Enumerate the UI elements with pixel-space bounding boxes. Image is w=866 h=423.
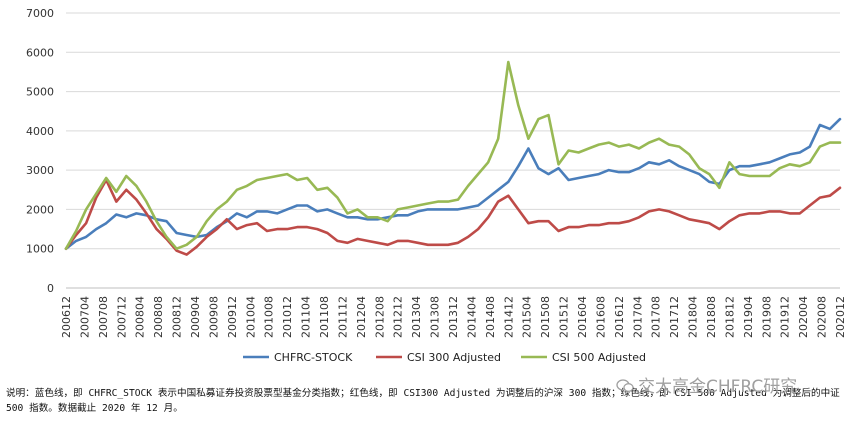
x-tick-label: 201908 [760, 296, 773, 338]
watermark-text: 交大高金CHFRC研究 [638, 377, 798, 397]
legend: CHFRC-STOCK CSI 300 Adjusted CSI 500 Adjus… [243, 351, 646, 364]
x-tick-label: 201008 [263, 296, 276, 338]
legend-label: CSI 500 Adjusted [552, 351, 646, 364]
x-tick-label: 201508 [539, 296, 552, 338]
y-tick-label: 0 [47, 282, 54, 295]
y-axis-tick-labels: 0 1000 2000 3000 4000 5000 6000 7000 [26, 7, 54, 295]
footnote-line-1: 说明：蓝色线，即 CHFRC_STOCK 表示中国私募证券投资股票型基金分类指数… [6, 388, 840, 399]
x-tick-label: 201712 [668, 296, 681, 338]
wechat-icon [616, 379, 634, 392]
series-line [64, 117, 842, 250]
x-tick-label: 201204 [355, 296, 368, 338]
x-tick-label: 202012 [834, 296, 847, 338]
x-tick-label: 201208 [373, 296, 386, 338]
x-tick-label: 200908 [207, 296, 220, 338]
y-tick-label: 3000 [26, 164, 54, 177]
y-tick-label: 4000 [26, 125, 54, 138]
watermark: 交大高金CHFRC研究 [616, 372, 797, 397]
x-tick-label: 201308 [429, 296, 442, 338]
x-tick-label: 201012 [281, 296, 294, 338]
x-tick-label: 202004 [797, 296, 810, 338]
x-tick-label: 200912 [226, 296, 239, 338]
x-tick-label: 200804 [134, 296, 147, 338]
y-tick-label: 6000 [26, 46, 54, 59]
x-tick-label: 201708 [650, 296, 663, 338]
x-tick-label: 201512 [558, 296, 571, 338]
chart-footnote: 说明：蓝色线，即 CHFRC_STOCK 表示中国私募证券投资股票型基金分类指数… [6, 386, 856, 416]
x-tick-label: 201412 [502, 296, 515, 338]
x-tick-label: 201504 [521, 296, 534, 338]
x-tick-label: 202008 [816, 296, 829, 338]
x-tick-label: 201604 [576, 296, 589, 338]
x-tick-label: 201904 [742, 296, 755, 338]
x-tick-label: 201108 [318, 296, 331, 338]
x-tick-label: 201212 [392, 296, 405, 338]
x-tick-label: 201304 [410, 296, 423, 338]
x-tick-label: 201312 [447, 296, 460, 338]
x-tick-label: 200712 [115, 296, 128, 338]
x-tick-label: 201912 [779, 296, 792, 338]
y-tick-label: 2000 [26, 203, 54, 216]
x-tick-label: 200708 [97, 296, 110, 338]
series-lines [64, 60, 842, 256]
footnote-line-2: 500 指数。数据截止 2020 年 12 月。 [6, 403, 183, 414]
y-tick-label: 7000 [26, 7, 54, 20]
x-tick-label: 201704 [631, 296, 644, 338]
x-tick-label: 201808 [705, 296, 718, 338]
x-tick-label: 201812 [723, 296, 736, 338]
x-tick-label: 200612 [60, 296, 73, 338]
line-chart: 0 1000 2000 3000 4000 5000 6000 7000 200612 2007… [26, 7, 847, 364]
x-tick-label: 201104 [300, 296, 313, 338]
x-tick-label: 200812 [171, 296, 184, 338]
x-tick-label: 201804 [687, 296, 700, 338]
x-axis-tick-labels: 200612 200704 200708 200712 200804 200808 2008… [60, 296, 847, 338]
legend-label: CSI 300 Adjusted [407, 351, 501, 364]
x-tick-label: 201408 [484, 296, 497, 338]
x-tick-label: 201112 [336, 296, 349, 338]
x-tick-label: 200704 [78, 296, 91, 338]
series-line [64, 178, 842, 256]
x-tick-label: 201612 [613, 296, 626, 338]
x-tick-label: 200808 [152, 296, 165, 338]
x-tick-label: 201404 [465, 296, 478, 338]
x-tick-label: 201608 [594, 296, 607, 338]
x-tick-label: 200904 [189, 296, 202, 338]
y-tick-label: 1000 [26, 243, 54, 256]
y-tick-label: 5000 [26, 86, 54, 99]
series-line [64, 60, 842, 250]
legend-label: CHFRC-STOCK [274, 351, 353, 364]
x-tick-label: 201004 [244, 296, 257, 338]
